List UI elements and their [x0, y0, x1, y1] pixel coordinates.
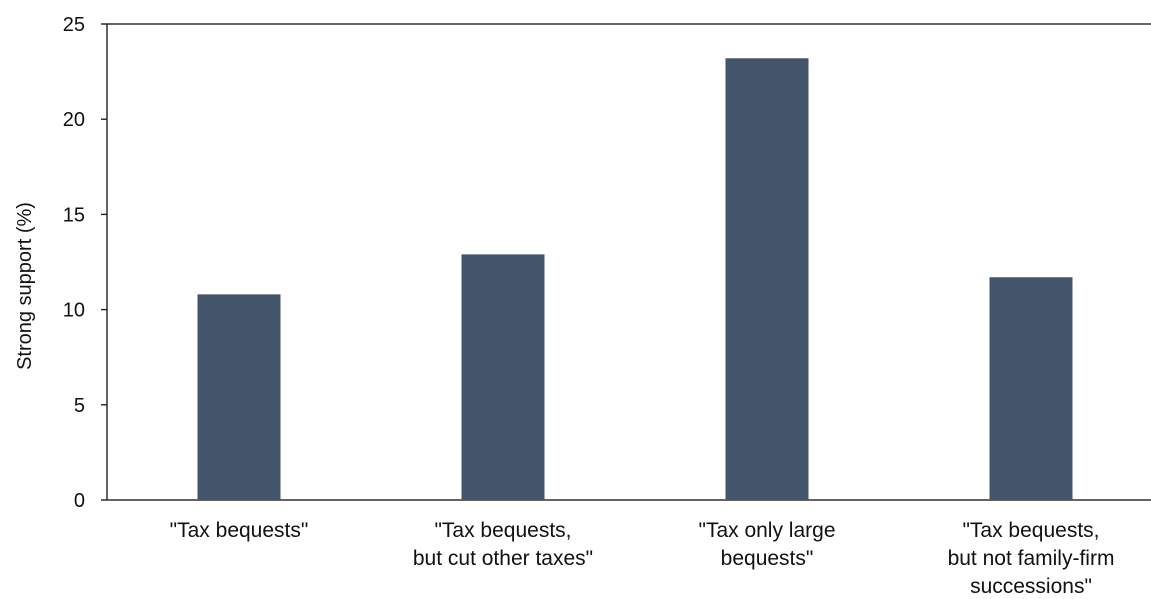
x-category-label: "Tax bequests"	[170, 519, 309, 542]
x-category-label-line: "Tax only large	[698, 519, 835, 542]
bar	[989, 277, 1073, 500]
x-category-label-line: but not family-firm	[948, 547, 1115, 570]
y-axis-title: Strong support (%)	[14, 202, 36, 370]
x-category-label-line: bequests"	[721, 547, 814, 570]
plot-frame	[106, 23, 1151, 501]
x-category-label-line: but cut other taxes"	[413, 547, 593, 570]
bars	[197, 58, 1073, 500]
bar	[197, 294, 281, 500]
y-tick-label: 10	[63, 300, 85, 322]
x-category-label-line: "Tax bequests"	[170, 519, 309, 542]
x-category-label-line: successions"	[970, 575, 1092, 598]
y-tick-label: 15	[63, 204, 85, 226]
bar	[461, 254, 545, 500]
x-category-label-line: "Tax bequests,	[434, 519, 571, 542]
bar	[725, 58, 809, 500]
x-category-label: "Tax only large bequests"	[698, 519, 835, 570]
y-axis-ticks: 0 5 10 15 20 25	[63, 14, 107, 512]
y-tick-label: 5	[74, 395, 85, 417]
y-tick-label: 20	[63, 109, 85, 131]
x-category-label: "Tax bequests, but not family-firm success…	[948, 519, 1115, 598]
y-tick-label: 0	[74, 490, 85, 512]
x-axis-labels: "Tax bequests" "Tax bequests, but cut othe…	[170, 519, 1115, 598]
y-tick-label: 25	[63, 14, 85, 36]
x-category-label-line: "Tax bequests,	[962, 519, 1099, 542]
x-category-label: "Tax bequests, but cut other taxes"	[413, 519, 593, 570]
